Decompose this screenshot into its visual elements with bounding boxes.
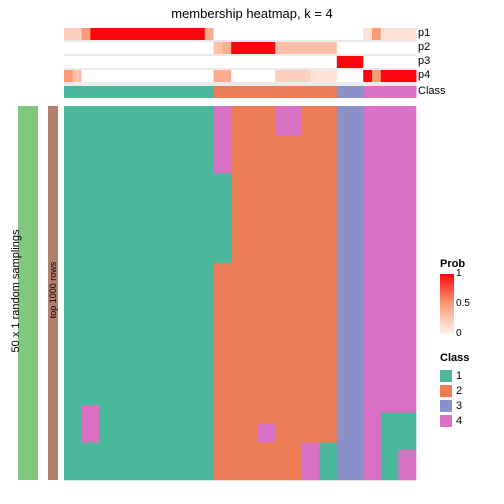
- prob-legend: Prob 10.50: [440, 258, 465, 334]
- class-legend-item: 4: [440, 413, 469, 428]
- class-legend: Class 1 2 3 4: [440, 352, 469, 428]
- rows-label: top 1000 rows: [48, 195, 58, 385]
- prob-tick: 0: [456, 329, 462, 339]
- class-legend-item: 1: [440, 368, 469, 383]
- track-label: p2: [418, 41, 430, 53]
- legend-label: 3: [456, 400, 462, 412]
- prob-tick: 0.5: [456, 299, 470, 309]
- track-label: p4: [418, 69, 430, 81]
- prob-tick: 1: [456, 269, 462, 279]
- legend-swatch: [440, 370, 452, 382]
- track-label: p3: [418, 55, 430, 67]
- legend-label: 1: [456, 370, 462, 382]
- legend-swatch: [440, 415, 452, 427]
- class-legend-item: 3: [440, 398, 469, 413]
- track-label: p1: [418, 27, 430, 39]
- class-legend-item: 2: [440, 383, 469, 398]
- track-label: Class: [418, 85, 446, 97]
- class-legend-title: Class: [440, 352, 469, 364]
- prob-gradient: 10.50: [440, 274, 454, 334]
- legend-swatch: [440, 400, 452, 412]
- legend-label: 4: [456, 415, 462, 427]
- samplings-label: 50 x 1 random samplings: [10, 191, 22, 391]
- legend-swatch: [440, 385, 452, 397]
- legend-label: 2: [456, 385, 462, 397]
